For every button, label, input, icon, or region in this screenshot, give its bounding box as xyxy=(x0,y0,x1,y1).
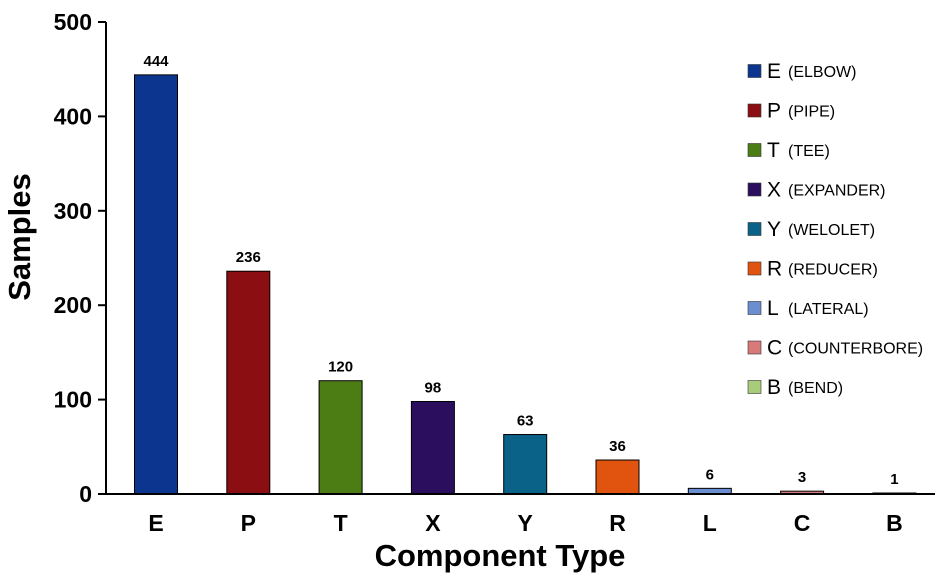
bar-x xyxy=(410,400,455,495)
legend-code: E xyxy=(767,60,781,83)
bar-t xyxy=(318,380,363,495)
legend-description: (PIPE) xyxy=(788,104,835,121)
legend-code: R xyxy=(767,258,782,281)
bars xyxy=(134,74,917,495)
legend-code: B xyxy=(767,376,781,399)
legend-description: (ELBOW) xyxy=(788,64,856,81)
data-label-e: 444 xyxy=(143,53,169,70)
legend-description: (BEND) xyxy=(788,380,843,397)
data-label-y: 63 xyxy=(517,413,534,430)
x-axis-title: Component Type xyxy=(375,538,626,573)
bar-p xyxy=(226,270,271,495)
legend-item-c: C (COUNTERBORE) xyxy=(747,337,923,360)
legend-item-b: B (BEND) xyxy=(747,376,843,399)
x-tick-label-y: Y xyxy=(518,510,533,536)
data-label-p: 236 xyxy=(236,249,261,266)
x-tick-label-c: C xyxy=(794,510,811,536)
y-axis-ticks: 0 100 200 300 400 500 xyxy=(54,9,106,507)
legend-code: P xyxy=(767,100,781,123)
legend-swatch xyxy=(747,380,762,394)
legend-description: (COUNTERBORE) xyxy=(788,341,923,358)
legend-swatch xyxy=(747,301,762,315)
data-label-t: 120 xyxy=(328,359,353,376)
x-tick-label-l: L xyxy=(703,510,717,536)
x-tick-label-x: X xyxy=(425,510,441,536)
legend-swatch xyxy=(747,261,762,276)
bar-r xyxy=(595,459,640,495)
legend-swatch xyxy=(747,182,762,197)
y-tick-label: 300 xyxy=(54,198,92,224)
y-tick-label: 100 xyxy=(54,387,92,413)
y-tick-label: 400 xyxy=(54,103,92,129)
legend-code: Y xyxy=(767,218,781,241)
legend-swatch xyxy=(747,64,762,78)
x-tick-label-p: P xyxy=(241,510,256,536)
legend-swatch xyxy=(747,222,762,236)
data-label-c: 3 xyxy=(798,469,806,486)
legend-item-y: Y (WELOLET) xyxy=(747,218,875,241)
legend-swatch xyxy=(747,103,762,118)
data-label-r: 36 xyxy=(609,438,626,455)
legend: E (ELBOW) P (PIPE) T (TEE) X (EXPANDER) Y (WELOLE… xyxy=(747,60,923,399)
y-tick-label: 500 xyxy=(54,9,92,35)
data-label-x: 98 xyxy=(425,379,442,396)
y-axis-title: Samples xyxy=(2,173,37,301)
legend-swatch xyxy=(747,340,762,355)
legend-description: (EXPANDER) xyxy=(788,183,886,200)
data-label-l: 6 xyxy=(706,466,714,483)
legend-item-l: L (LATERAL) xyxy=(747,297,869,320)
bar-e xyxy=(134,74,178,495)
data-label-b: 1 xyxy=(890,471,898,488)
legend-code: L xyxy=(767,297,779,320)
legend-description: (LATERAL) xyxy=(788,301,869,318)
legend-code: X xyxy=(767,179,781,202)
y-tick-label: 0 xyxy=(79,481,92,507)
legend-item-t: T (TEE) xyxy=(747,139,830,162)
legend-item-e: E (ELBOW) xyxy=(747,60,856,83)
legend-item-p: P (PIPE) xyxy=(747,100,835,123)
legend-description: (TEE) xyxy=(788,143,830,160)
legend-description: (WELOLET) xyxy=(788,222,875,239)
x-tick-label-t: T xyxy=(334,510,348,536)
x-tick-label-b: B xyxy=(886,510,903,536)
legend-code: T xyxy=(767,139,780,162)
legend-description: (REDUCER) xyxy=(788,262,878,279)
y-tick-label: 200 xyxy=(54,292,92,318)
bar-y xyxy=(503,434,548,495)
x-tick-label-e: E xyxy=(148,510,163,536)
legend-item-x: X (EXPANDER) xyxy=(747,179,886,202)
x-tick-label-r: R xyxy=(609,510,626,536)
legend-swatch xyxy=(747,143,762,157)
legend-item-r: R (REDUCER) xyxy=(747,258,878,281)
legend-code: C xyxy=(767,337,782,360)
